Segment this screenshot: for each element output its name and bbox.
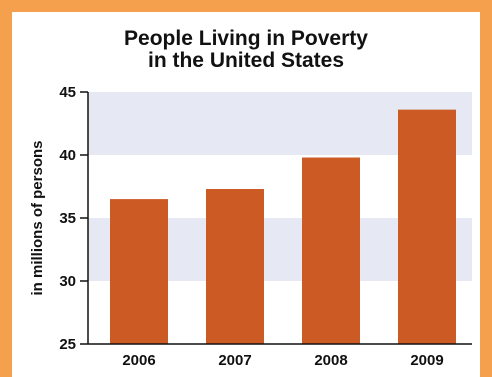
chart-title-line-2: in the United States <box>147 49 345 72</box>
chart-panel: People Living in Poverty in the United S… <box>12 12 480 377</box>
x-tick-label-2007: 2007 <box>218 352 251 369</box>
x-tick-label-2008: 2008 <box>314 352 347 369</box>
chart-title-line-1: People Living in Poverty <box>124 27 368 50</box>
x-tick-label-2009: 2009 <box>410 352 443 369</box>
bar-2006 <box>110 199 168 344</box>
x-tick-labels: 2006 2007 2008 2009 <box>122 352 443 369</box>
y-tick-label-40: 40 <box>59 147 76 164</box>
bar-2007 <box>206 189 264 344</box>
y-tick-label-25: 25 <box>59 336 76 353</box>
bar-2009 <box>398 109 456 344</box>
x-tick-label-2006: 2006 <box>122 352 155 369</box>
y-axis-label: in millions of persons <box>29 140 46 295</box>
bar-chart: 25 30 35 40 45 2006 2007 2008 2009 in millions … <box>29 84 472 369</box>
chart-title: People Living in Poverty in the United S… <box>12 28 480 72</box>
y-tick-label-35: 35 <box>59 210 76 227</box>
y-tick-label-30: 30 <box>59 273 76 290</box>
bars <box>110 109 456 344</box>
bar-2008 <box>302 157 360 344</box>
y-tick-label-45: 45 <box>59 84 76 101</box>
y-tick-labels: 25 30 35 40 45 <box>59 84 76 353</box>
axes <box>80 91 472 345</box>
